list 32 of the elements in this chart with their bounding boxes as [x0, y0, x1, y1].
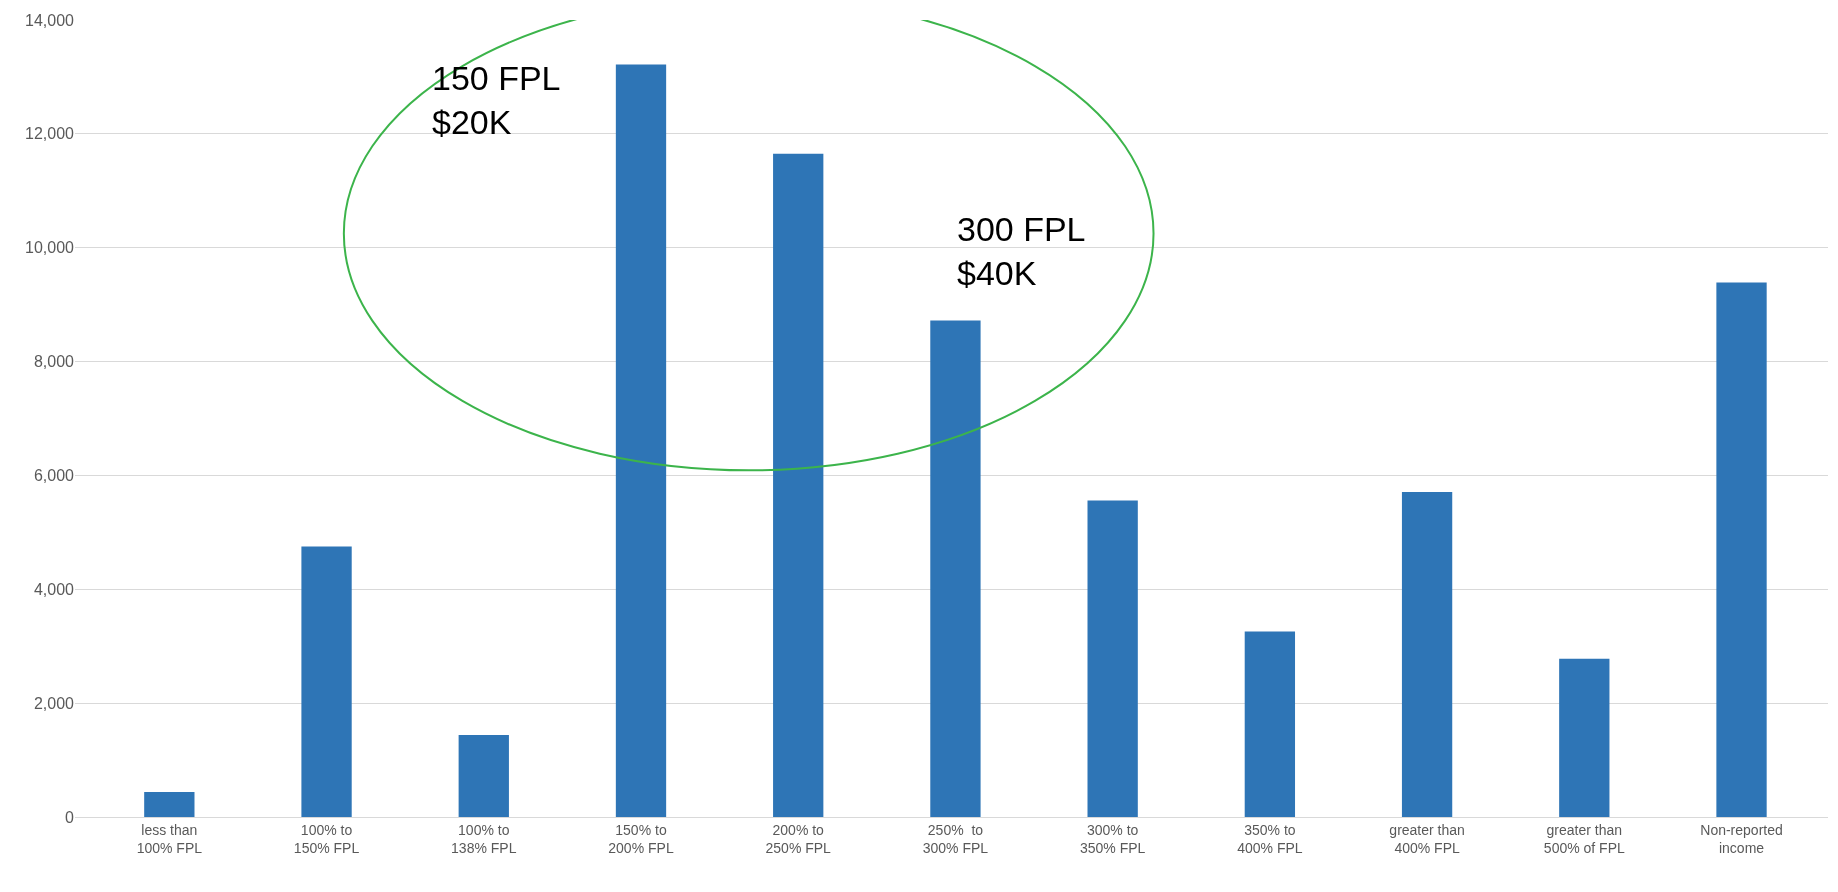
x-tick-label: greater than 500% of FPL	[1543, 821, 1625, 856]
y-tick-label: 6,000	[33, 467, 75, 485]
x-tick-label: 100% to 150% FPL	[293, 821, 360, 856]
x-tick-label: 200% to 250% FPL	[765, 821, 832, 856]
x-tick-label: 300% to 350% FPL	[1079, 821, 1146, 856]
x-tick-label: less than 100% FPL	[136, 821, 203, 856]
x-tick-label: 100% to 138% FPL	[451, 821, 517, 856]
bar	[930, 320, 981, 817]
bar	[1401, 491, 1453, 817]
bar	[773, 153, 824, 817]
bar	[1087, 500, 1138, 817]
x-tick-label: 150% to 200% FPL	[608, 821, 674, 856]
bar	[144, 791, 195, 817]
y-tick-label: 14,000	[25, 11, 75, 29]
bar	[458, 735, 509, 817]
bar	[1244, 631, 1296, 817]
y-tick-label: 10,000	[25, 239, 75, 257]
y-tick-label: 4,000	[33, 580, 75, 598]
bar	[301, 546, 352, 817]
bar	[1716, 282, 1767, 817]
bar	[615, 64, 667, 817]
bar	[1559, 658, 1610, 817]
x-tick-label: Non-reported income	[1700, 821, 1783, 856]
x-tick-label: 250% to 300% FPL	[922, 821, 989, 856]
annotation: 150 FPL $20K	[432, 59, 561, 142]
x-tick-label: greater than 400% FPL	[1389, 821, 1465, 856]
x-tick-label: 350% to 400% FPL	[1237, 821, 1303, 856]
y-tick-label: 0	[65, 808, 75, 826]
y-tick-label: 12,000	[25, 125, 75, 143]
y-tick-label: 2,000	[33, 694, 75, 712]
annotation: 300 FPL $40K	[957, 210, 1086, 293]
y-tick-label: 8,000	[33, 353, 75, 371]
